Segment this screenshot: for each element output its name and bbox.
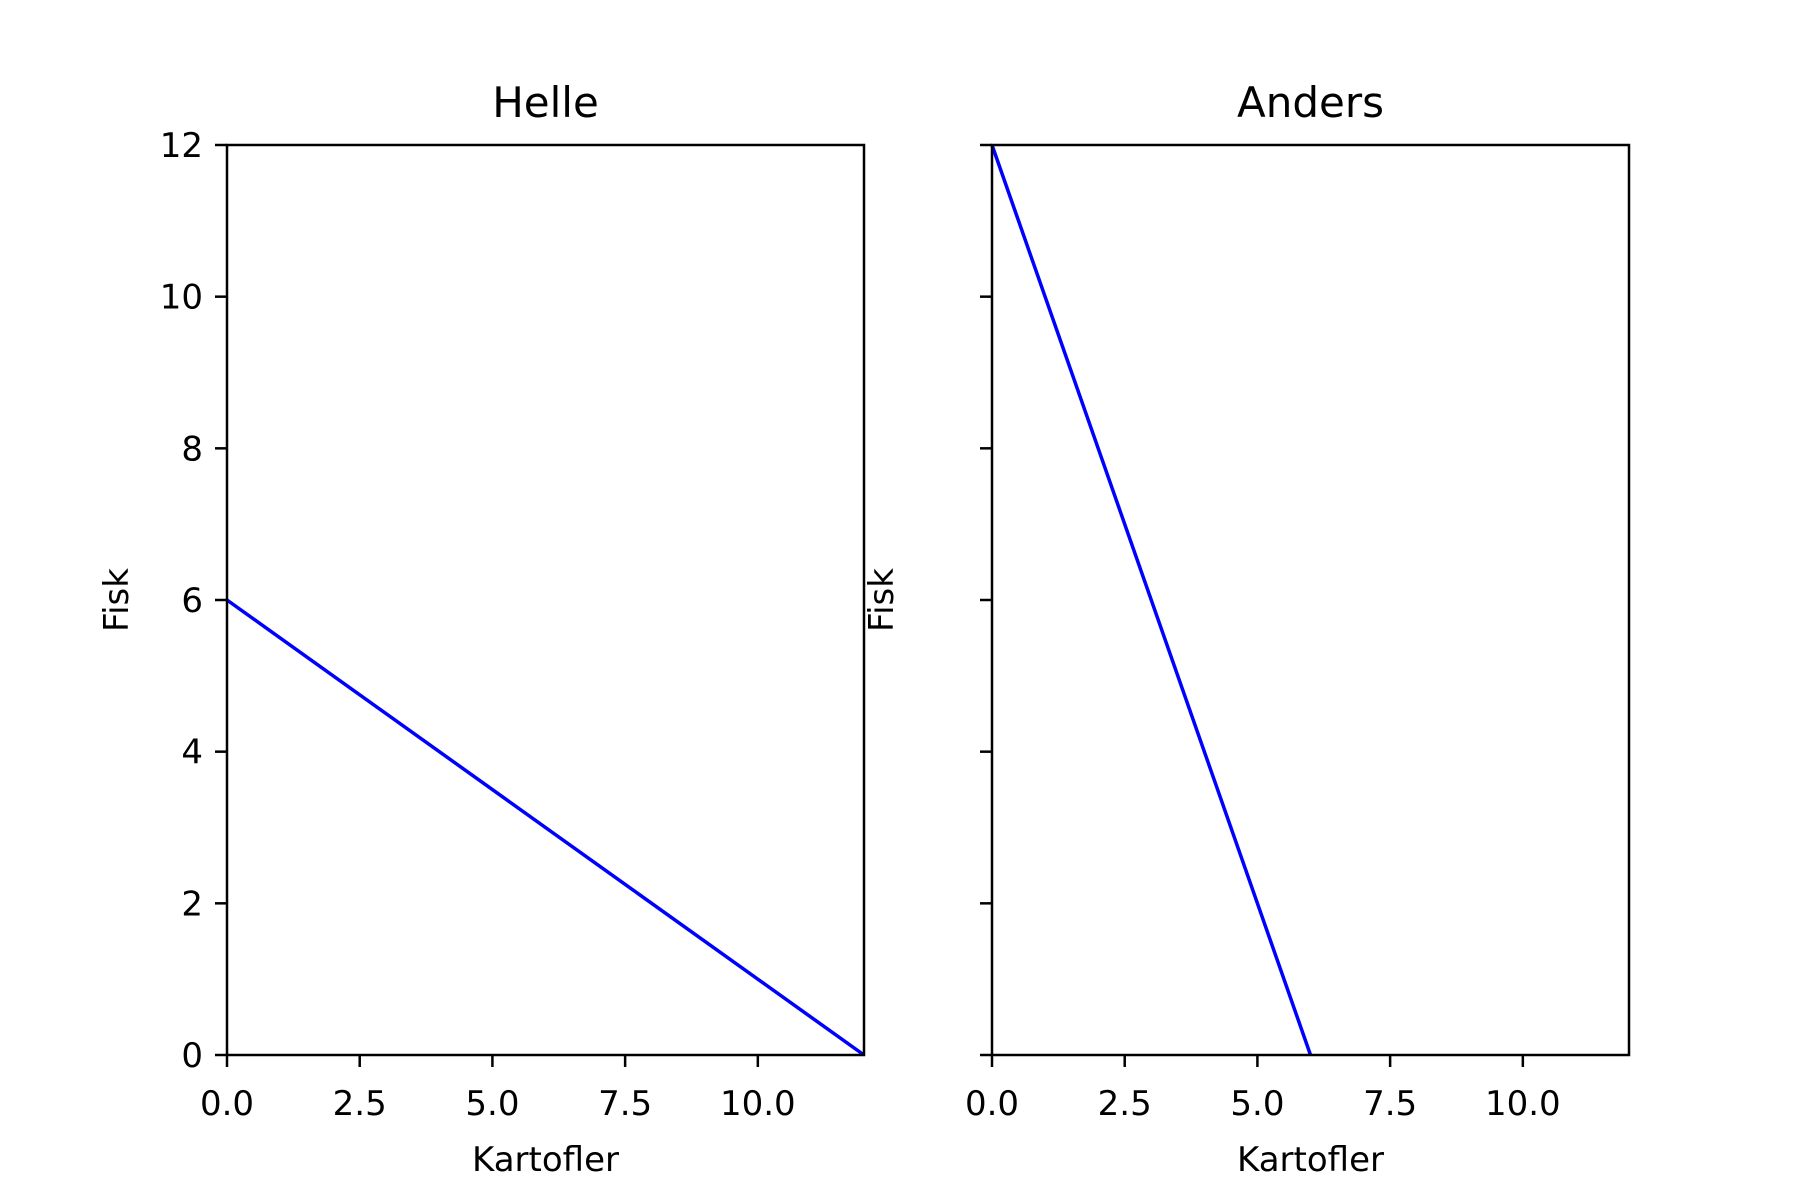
plot-frame [225,143,866,1057]
x-tick-label: 0.0 [965,1084,1019,1124]
x-tick-label: 10.0 [1485,1084,1561,1124]
series-line [225,598,866,1057]
y-axis-label: Fisk [97,568,137,632]
plot-frame [990,143,1631,1057]
series-line [990,144,1313,1056]
y-tick-label: 4 [181,733,203,773]
x-tick-label: 0.0 [200,1084,254,1124]
series-group [990,144,1313,1056]
x-axis-label: Kartofler [472,1140,619,1180]
y-tick-label: 0 [181,1036,203,1076]
tick-group: 0.0 2.5 5.0 7.5 10.0 0 2 4 6 8 10 12 [160,126,796,1124]
x-tick-label: 5.0 [465,1084,519,1124]
x-tick-label: 5.0 [1230,1084,1284,1124]
tick-group: 0.0 2.5 5.0 7.5 10.0 [965,143,1561,1124]
x-tick-label: 2.5 [1098,1084,1152,1124]
subplot-anders: Anders Kartofler Fisk 0.0 2.5 5.0 7.5 10.0 [862,78,1631,1180]
x-tick-label: 7.5 [1363,1084,1417,1124]
y-axis-label: Fisk [862,568,902,632]
panel-title: Helle [492,78,599,127]
y-tick-label: 6 [181,581,203,621]
x-tick-label: 10.0 [720,1084,796,1124]
series-group [225,598,866,1057]
y-tick-label: 10 [160,278,203,318]
x-axis-label: Kartofler [1237,1140,1384,1180]
y-tick-label: 8 [181,429,203,469]
x-tick-label: 7.5 [598,1084,652,1124]
panel-title: Anders [1237,78,1384,127]
y-tick-label: 12 [160,126,203,166]
x-tick-label: 2.5 [333,1084,387,1124]
y-tick-label: 2 [181,884,203,924]
subplot-helle: Helle Kartofler Fisk 0.0 2.5 5.0 7.5 10.0 0 2 4… [97,78,866,1180]
